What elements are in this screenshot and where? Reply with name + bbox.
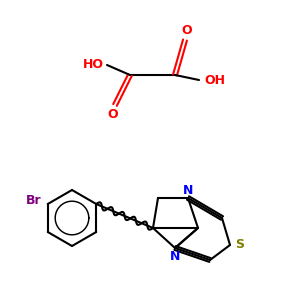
Text: N: N <box>170 250 180 262</box>
Text: O: O <box>108 109 118 122</box>
Text: N: N <box>183 184 193 196</box>
Text: OH: OH <box>205 74 226 86</box>
Text: S: S <box>236 238 244 251</box>
Text: Br: Br <box>26 194 42 208</box>
Text: HO: HO <box>82 58 103 71</box>
Text: O: O <box>182 23 192 37</box>
